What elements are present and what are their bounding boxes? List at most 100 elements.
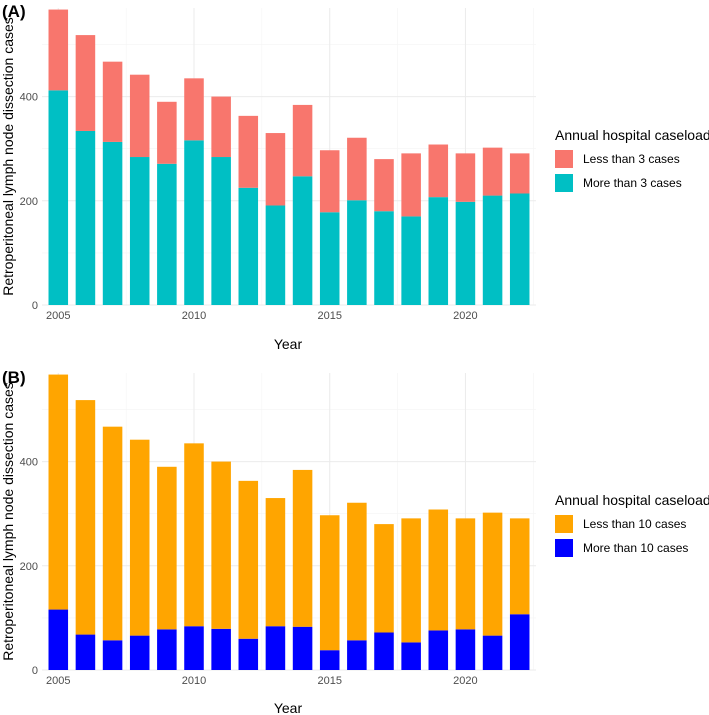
panel-a-bar-more-than-3-cases-2010 [184, 140, 204, 305]
panel-b-bar-less-than-10-cases-2012 [238, 480, 259, 639]
panel-b-legend-label-more-than-10-cases: More than 10 cases [583, 541, 688, 555]
panel-a-bar-less-than-3-cases-2012 [238, 115, 259, 188]
panel-a-bar-less-than-3-cases-2021 [482, 147, 503, 196]
panel-b-bar-less-than-10-cases-2010 [184, 443, 204, 627]
panel-a-bar-more-than-3-cases-2021 [482, 195, 503, 305]
panel-b-bar-less-than-10-cases-2013 [265, 498, 286, 627]
panel-a-y-tick-label-400: 400 [20, 92, 38, 104]
panel-b-bar-more-than-10-cases-2008 [129, 635, 150, 670]
panel-a-bar-less-than-3-cases-2010 [184, 78, 204, 141]
panel-a-bar-more-than-3-cases-2014 [292, 176, 313, 305]
panel-a-bar-more-than-3-cases-2019 [428, 197, 449, 305]
panel-a-legend-swatch-less-than-3-cases [555, 150, 573, 168]
panel-b-bar-less-than-10-cases-2014 [292, 469, 313, 627]
panel-a-bar-more-than-3-cases-2006 [75, 130, 96, 305]
panel-b-bar-more-than-10-cases-2021 [482, 635, 503, 670]
panel-b-bar-less-than-10-cases-2005 [48, 374, 69, 610]
panel-b-bar-more-than-10-cases-2018 [401, 642, 421, 670]
panel-b-bar-less-than-10-cases-2006 [75, 400, 96, 635]
panel-b-x-tick-label-2020: 2020 [453, 675, 477, 687]
panel-b-bar-less-than-10-cases-2021 [482, 512, 503, 636]
panel-a-bar-less-than-3-cases-2014 [292, 104, 313, 177]
panel-a-bar-more-than-3-cases-2015 [319, 212, 340, 305]
panel-b-bar-less-than-10-cases-2017 [374, 524, 394, 633]
panel-a-bar-less-than-3-cases-2019 [428, 144, 449, 198]
panel-a-bar-more-than-3-cases-2022 [509, 193, 530, 305]
panel-a-bar-less-than-3-cases-2013 [265, 133, 286, 206]
panel-a-bar-more-than-3-cases-2007 [102, 141, 123, 305]
panel-a-bar-less-than-3-cases-2016 [347, 137, 367, 201]
panel-a-x-tick-label-2020: 2020 [453, 310, 477, 322]
panel-b-bar-less-than-10-cases-2009 [157, 466, 177, 630]
panel-a-bar-more-than-3-cases-2016 [347, 200, 367, 305]
panel-a-legend-label-more-than-3-cases: More than 3 cases [583, 176, 682, 190]
panel-a-bar-more-than-3-cases-2013 [265, 205, 286, 305]
panel-a-bar-less-than-3-cases-2015 [319, 150, 340, 213]
panel-b-bar-more-than-10-cases-2010 [184, 626, 204, 670]
panel-b-bar-less-than-10-cases-2007 [102, 426, 123, 641]
panel-b-bar-more-than-10-cases-2009 [157, 629, 177, 670]
panel-b-bar-less-than-10-cases-2019 [428, 509, 449, 631]
panel-a-plot-area: 0 200 400 2005 2010 2015 2020 [20, 8, 536, 322]
panel-b-y-tick-label-0: 0 [32, 665, 38, 677]
panel-a-bar-less-than-3-cases-2022 [509, 153, 530, 194]
panel-b-x-axis-title: Year [274, 700, 303, 715]
panel-a-label: (A) [2, 2, 26, 21]
panel-b-y-axis-title: Retroperitoneal lymph node dissection ca… [0, 382, 16, 661]
panel-b-plot-area: 0 200 400 2005 2010 2015 2020 [20, 373, 536, 687]
panel-a-x-tick-label-2015: 2015 [317, 310, 341, 322]
panel-a-bar-more-than-3-cases-2009 [157, 163, 177, 305]
panel-b-bar-more-than-10-cases-2013 [265, 626, 286, 670]
panel-a-x-tick-label-2010: 2010 [182, 310, 206, 322]
panel-b-bar-more-than-10-cases-2015 [319, 650, 340, 670]
panel-a-bar-more-than-3-cases-2017 [374, 211, 394, 305]
panel-a-bar-less-than-3-cases-2008 [129, 74, 150, 158]
panel-b-legend-title: Annual hospital caseload [555, 492, 709, 508]
panel-b-x-tick-label-2010: 2010 [182, 675, 206, 687]
panel-b-bar-less-than-10-cases-2008 [129, 439, 150, 636]
panel-a-bar-more-than-3-cases-2011 [211, 157, 231, 305]
panel-a-y-axis-title: Retroperitoneal lymph node dissection ca… [0, 17, 16, 296]
panel-a-bar-more-than-3-cases-2008 [129, 157, 150, 305]
panel-b-y-tick-label-400: 400 [20, 457, 38, 469]
panel-b-x-tick-label-2015: 2015 [317, 675, 341, 687]
panel-a-legend-swatch-more-than-3-cases [555, 174, 573, 192]
panel-b-x-tick-label-2005: 2005 [46, 675, 70, 687]
panel-a-bar-less-than-3-cases-2020 [455, 153, 476, 202]
panel-a-legend-title: Annual hospital caseload [555, 127, 709, 143]
panel-b-legend-swatch-less-than-10-cases [555, 515, 573, 533]
panel-b-label: (B) [2, 368, 26, 387]
panel-b-bar-more-than-10-cases-2005 [48, 609, 69, 670]
panel-a-bar-less-than-3-cases-2009 [157, 101, 177, 164]
panel-a-bar-less-than-3-cases-2007 [102, 61, 123, 142]
panel-b: (B) Retroperitoneal lymph node dissectio… [0, 368, 709, 715]
panel-a-bar-more-than-3-cases-2012 [238, 187, 259, 305]
panel-b-bar-less-than-10-cases-2020 [455, 518, 476, 630]
panel-b-bar-less-than-10-cases-2018 [401, 518, 421, 643]
panel-b-bar-more-than-10-cases-2022 [509, 614, 530, 670]
panel-a: (A) Retroperitoneal lymph node dissectio… [0, 2, 709, 352]
panel-b-bar-more-than-10-cases-2007 [102, 640, 123, 670]
panel-a-bar-less-than-3-cases-2006 [75, 35, 96, 131]
panel-b-bar-more-than-10-cases-2019 [428, 630, 449, 670]
panel-b-bar-more-than-10-cases-2012 [238, 638, 259, 670]
panel-b-bar-more-than-10-cases-2020 [455, 629, 476, 670]
panel-a-bar-less-than-3-cases-2005 [48, 9, 69, 91]
panel-a-bar-more-than-3-cases-2018 [401, 216, 421, 305]
panel-b-bar-less-than-10-cases-2016 [347, 502, 367, 641]
panel-b-bar-more-than-10-cases-2017 [374, 632, 394, 670]
panel-a-bar-less-than-3-cases-2011 [211, 96, 231, 158]
panel-a-bar-less-than-3-cases-2017 [374, 159, 394, 212]
panel-a-x-axis-title: Year [274, 336, 303, 352]
panel-b-y-tick-label-200: 200 [20, 561, 38, 573]
panel-b-bar-more-than-10-cases-2006 [75, 634, 96, 670]
panel-b-legend: Annual hospital caseload Less than 10 ca… [555, 492, 709, 557]
panel-b-bar-more-than-10-cases-2014 [292, 626, 313, 670]
panel-a-bar-less-than-3-cases-2018 [401, 153, 421, 217]
panel-b-bar-less-than-10-cases-2011 [211, 461, 231, 629]
panel-a-y-tick-label-0: 0 [32, 300, 38, 312]
panel-a-y-tick-label-200: 200 [20, 196, 38, 208]
panel-a-bar-more-than-3-cases-2020 [455, 201, 476, 305]
panel-a-legend: Annual hospital caseload Less than 3 cas… [555, 127, 709, 192]
